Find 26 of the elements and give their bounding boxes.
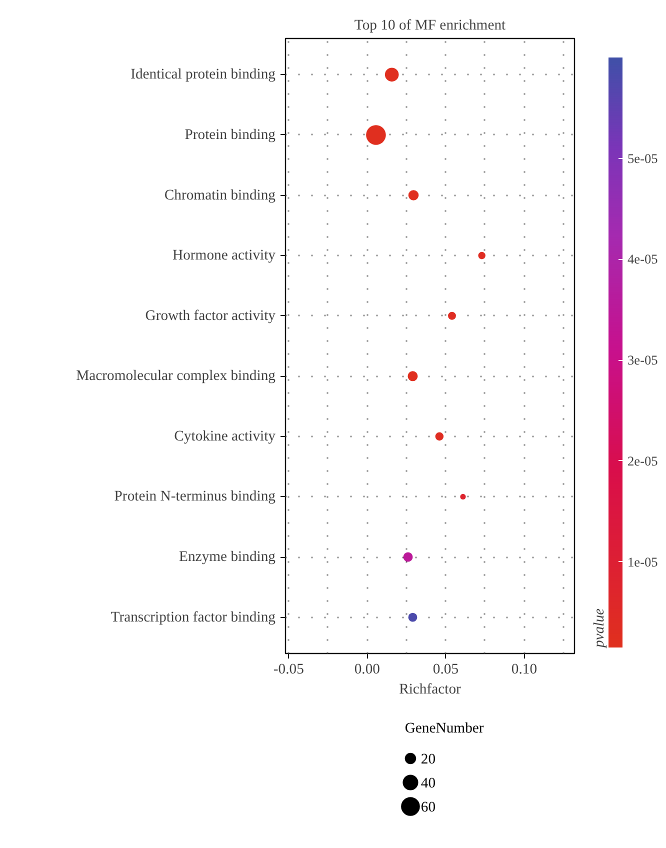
color-bar-label: 5e-05 xyxy=(628,150,658,166)
y-tick-label: Growth factor activity xyxy=(145,308,276,324)
y-tick-label: Protein binding xyxy=(184,126,276,143)
y-tick-label: Enzyme binding xyxy=(179,549,276,566)
chart-title: Top 10 of MF enrichment xyxy=(354,18,506,34)
x-tick-label: 0.00 xyxy=(354,662,380,678)
y-tick-label: Protein N-terminus binding xyxy=(114,488,276,505)
legend-title: GeneNumber xyxy=(404,720,484,736)
legend-label: 60 xyxy=(420,800,436,816)
color-bar-label: 3e-05 xyxy=(628,352,658,368)
legend-label: 20 xyxy=(420,752,436,768)
y-tick-label: Chromatin binding xyxy=(164,187,276,204)
color-bar-label: 4e-05 xyxy=(628,252,658,267)
y-tick-label: Macromolecular complex binding xyxy=(76,368,276,384)
y-tick-label: Transcription factor binding xyxy=(110,609,276,626)
color-bar-label: 1e-05 xyxy=(628,554,658,570)
x-tick-label: -0.05 xyxy=(273,662,304,678)
y-tick-label: Identical protein binding xyxy=(130,66,276,83)
legend-label: 40 xyxy=(420,776,436,792)
x-tick-label: 0.05 xyxy=(432,662,459,678)
y-tick-label: Hormone activity xyxy=(172,248,276,264)
y-tick-label: Cytokine activity xyxy=(174,428,276,444)
color-bar-title: pvalue xyxy=(592,608,608,648)
color-bar-label: 2e-05 xyxy=(628,453,658,468)
x-tick-label: 0.10 xyxy=(511,662,538,678)
x-axis-title: Richfactor xyxy=(399,682,462,698)
